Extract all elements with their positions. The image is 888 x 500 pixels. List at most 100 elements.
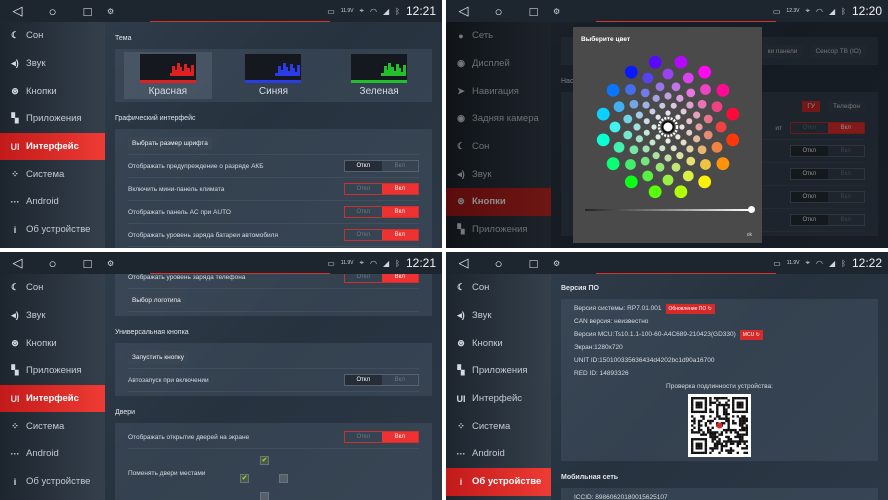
sidebar-item-0[interactable]: ☾ Сон [0, 274, 105, 302]
sidebar-item-5[interactable]: ⁘ Система [0, 160, 105, 188]
color-swatch[interactable] [664, 92, 672, 100]
color-swatch[interactable] [625, 159, 636, 170]
sidebar-item-6[interactable]: ··· Android [0, 440, 105, 468]
sidebar-item-4[interactable]: UI Интерфейс [0, 384, 105, 413]
home-button[interactable]: ○ [35, 4, 70, 19]
sidebar-item-5[interactable]: ⁘ Система [446, 412, 551, 440]
color-swatch[interactable] [686, 101, 694, 109]
toggle-on[interactable]: Вкл [381, 184, 418, 194]
home-button[interactable]: ○ [481, 4, 516, 19]
color-swatch[interactable] [674, 55, 688, 69]
color-swatch[interactable] [686, 145, 694, 153]
color-swatch[interactable] [640, 88, 650, 98]
color-swatch[interactable] [613, 101, 625, 113]
color-swatch[interactable] [665, 110, 671, 116]
ok-button[interactable]: ok [746, 232, 752, 238]
toggle-on[interactable]: Вкл [381, 207, 418, 217]
recents-button[interactable]: □ [516, 4, 551, 19]
toggle-on[interactable]: Вкл [840, 194, 851, 200]
recents-button[interactable]: □ [516, 256, 551, 271]
color-swatch[interactable] [703, 114, 713, 124]
color-swatch[interactable] [659, 102, 666, 109]
color-swatch[interactable] [711, 141, 723, 153]
toggle-off[interactable]: Откл [356, 186, 371, 192]
slider-thumb[interactable] [748, 206, 755, 213]
color-swatch[interactable] [726, 107, 740, 121]
color-swatch[interactable] [703, 130, 713, 140]
door-checkbox-top[interactable]: ✔ [260, 456, 269, 465]
on-off-toggle[interactable]: Откл Вкл [344, 183, 419, 195]
color-swatch[interactable] [642, 145, 650, 153]
color-swatch[interactable] [662, 68, 674, 80]
back-button[interactable]: ◁ [0, 255, 35, 271]
color-swatch[interactable] [606, 157, 620, 171]
on-off-toggle[interactable]: Откл Вкл [344, 229, 419, 241]
color-swatch[interactable] [648, 185, 662, 199]
selected-color-swatch[interactable] [661, 120, 675, 134]
sidebar-item-4[interactable]: UI Интерфейс [0, 132, 105, 161]
toggle-off[interactable]: Откл [791, 169, 828, 179]
sidebar-item-7[interactable]: i Об устройстве [0, 216, 105, 244]
action-button[interactable]: Запустить кнопку [128, 350, 188, 364]
brightness-slider[interactable] [585, 206, 755, 213]
toggle-off[interactable]: Откл [802, 125, 817, 131]
toggle-off[interactable]: Откл [791, 192, 828, 202]
color-swatch[interactable] [665, 138, 671, 144]
color-swatch[interactable] [640, 156, 650, 166]
sidebar-item-3[interactable]: ◉ Задняя камера [446, 105, 551, 133]
color-swatch[interactable] [679, 124, 685, 130]
color-swatch[interactable] [649, 139, 656, 146]
color-swatch[interactable] [655, 114, 661, 120]
on-off-toggle[interactable]: Откл Вкл [790, 214, 865, 226]
on-off-toggle[interactable]: Откл Вкл [790, 145, 865, 157]
toggle-off[interactable]: Откл [345, 375, 382, 385]
action-button[interactable]: Выбрать размер шрифта [128, 136, 212, 150]
color-swatch[interactable] [652, 94, 660, 102]
color-swatch[interactable] [623, 114, 633, 124]
sidebar-item-5[interactable]: ◂) Звук [446, 160, 551, 188]
sidebar-item-2[interactable]: ➤ Навигация [446, 77, 551, 105]
sidebar-item-2[interactable]: ⊛ Кнопки [0, 329, 105, 357]
color-swatch[interactable] [624, 65, 638, 79]
color-swatch[interactable] [670, 102, 677, 109]
choice-button[interactable]: ГУ [802, 100, 821, 112]
color-swatch[interactable] [716, 157, 730, 171]
color-swatch[interactable] [635, 135, 643, 143]
color-swatch[interactable] [613, 141, 625, 153]
color-swatch[interactable] [670, 145, 677, 152]
sidebar-item-1[interactable]: ◂) Звук [446, 302, 551, 330]
color-swatch[interactable] [651, 124, 657, 130]
color-swatch[interactable] [674, 185, 688, 199]
toggle-off[interactable]: Откл [791, 146, 828, 156]
color-swatch[interactable] [629, 145, 639, 155]
sidebar-item-7[interactable]: ▚ Приложения [446, 216, 551, 244]
home-button[interactable]: ○ [481, 256, 516, 271]
sidebar-item-0[interactable]: ● Сеть [446, 22, 551, 50]
sidebar-item-7[interactable]: i Об устройстве [0, 468, 105, 496]
theme-option[interactable]: Зеленая [335, 52, 423, 99]
color-swatch[interactable] [671, 162, 681, 172]
color-swatch[interactable] [711, 101, 723, 113]
color-swatch[interactable] [643, 118, 650, 125]
toggle-on[interactable]: Вкл [381, 230, 418, 240]
color-swatch[interactable] [606, 83, 620, 97]
toggle-on[interactable]: Вкл [381, 432, 418, 442]
color-swatch[interactable] [676, 94, 684, 102]
on-off-toggle[interactable]: Откл Вкл [344, 206, 419, 218]
back-button[interactable]: ◁ [446, 255, 481, 271]
recents-button[interactable]: □ [70, 4, 105, 19]
door-checkbox-left[interactable]: ✔ [240, 474, 249, 483]
color-swatch[interactable] [695, 123, 703, 131]
color-swatch[interactable] [662, 174, 674, 186]
color-swatch[interactable] [652, 152, 660, 160]
sidebar-item-6[interactable]: ··· Android [0, 188, 105, 216]
sidebar-item-3[interactable]: ▚ Приложения [446, 357, 551, 385]
toggle-off[interactable]: Откл [356, 434, 371, 440]
back-button[interactable]: ◁ [0, 3, 35, 19]
color-swatch[interactable] [693, 135, 701, 143]
toggle-off[interactable]: Откл [791, 215, 828, 225]
color-swatch[interactable] [623, 130, 633, 140]
sidebar-item-4[interactable]: ☾ Сон [446, 133, 551, 161]
color-swatch[interactable] [633, 123, 641, 131]
color-swatch[interactable] [675, 134, 681, 140]
